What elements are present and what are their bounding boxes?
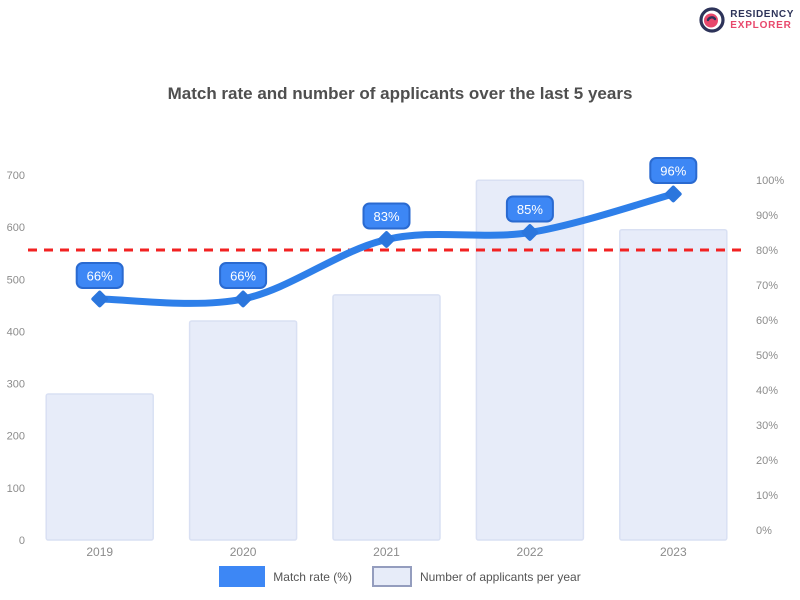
left-axis-tick: 700 [7, 170, 25, 182]
line-point-marker[interactable] [377, 230, 395, 248]
point-badge: 66% [219, 262, 268, 289]
brand-logo-text: RESIDENCY EXPLORER [730, 9, 794, 31]
right-axis-tick: 20% [756, 455, 778, 467]
legend-label-applicants: Number of applicants per year [419, 569, 581, 584]
legend-label-match-rate: Match rate (%) [273, 569, 352, 584]
svg-text:66%: 66% [87, 269, 113, 284]
point-badge: 66% [75, 262, 124, 289]
bar[interactable] [619, 229, 728, 541]
left-axis-tick: 500 [7, 274, 25, 286]
brand-logo: RESIDENCY EXPLORER [699, 7, 794, 33]
bar[interactable] [188, 320, 298, 541]
right-axis-tick: 10% [756, 490, 778, 502]
svg-text:83%: 83% [373, 209, 399, 224]
legend-item-applicants[interactable]: Number of applicants per year [371, 566, 581, 587]
right-axis-tick: 30% [756, 420, 778, 432]
point-badge: 85% [505, 195, 554, 223]
line-point-marker[interactable] [521, 223, 539, 241]
left-axis-tick: 200 [7, 431, 25, 443]
svg-text:96%: 96% [660, 164, 686, 179]
brand-logo-line2: EXPLORER [730, 20, 792, 31]
left-axis-tick: 0 [19, 535, 25, 547]
bar[interactable] [45, 393, 154, 541]
point-badge: 96% [649, 157, 698, 184]
bar[interactable] [475, 179, 585, 541]
brand-logo-icon [699, 7, 725, 33]
bar[interactable] [332, 294, 441, 541]
line-point-marker[interactable] [664, 185, 682, 203]
left-axis-tick: 400 [7, 326, 25, 338]
x-axis-label: 2023 [660, 545, 687, 559]
chart-title: Match rate and number of applicants over… [167, 84, 633, 103]
line-point-marker[interactable] [234, 290, 252, 308]
x-axis-label: 2019 [86, 545, 113, 559]
right-axis-tick: 60% [756, 315, 778, 327]
left-axis-tick: 100 [7, 483, 25, 495]
left-axis-tick: 300 [7, 379, 25, 391]
right-axis-tick: 0% [756, 525, 772, 537]
x-axis-label: 2021 [373, 545, 400, 559]
legend-swatch-match-rate [219, 566, 266, 587]
right-axis-tick: 70% [756, 280, 778, 292]
point-badge: 83% [362, 202, 411, 230]
x-axis-label: 2020 [230, 545, 257, 559]
line-point-marker[interactable] [91, 290, 109, 308]
chart-legend: Match rate (%) Number of applicants per … [0, 566, 800, 587]
x-axis-label: 2022 [517, 545, 544, 559]
svg-text:85%: 85% [517, 202, 543, 217]
legend-swatch-applicants [371, 566, 412, 587]
right-axis-tick: 90% [756, 210, 778, 222]
right-axis-tick: 100% [756, 175, 784, 187]
right-axis-tick: 80% [756, 245, 778, 257]
right-axis-tick: 50% [756, 350, 778, 362]
right-axis-tick: 40% [756, 385, 778, 397]
left-axis-tick: 600 [7, 222, 25, 234]
brand-logo-line1: RESIDENCY [730, 9, 794, 20]
legend-item-match-rate[interactable]: Match rate (%) [219, 566, 352, 587]
svg-text:66%: 66% [230, 269, 256, 284]
